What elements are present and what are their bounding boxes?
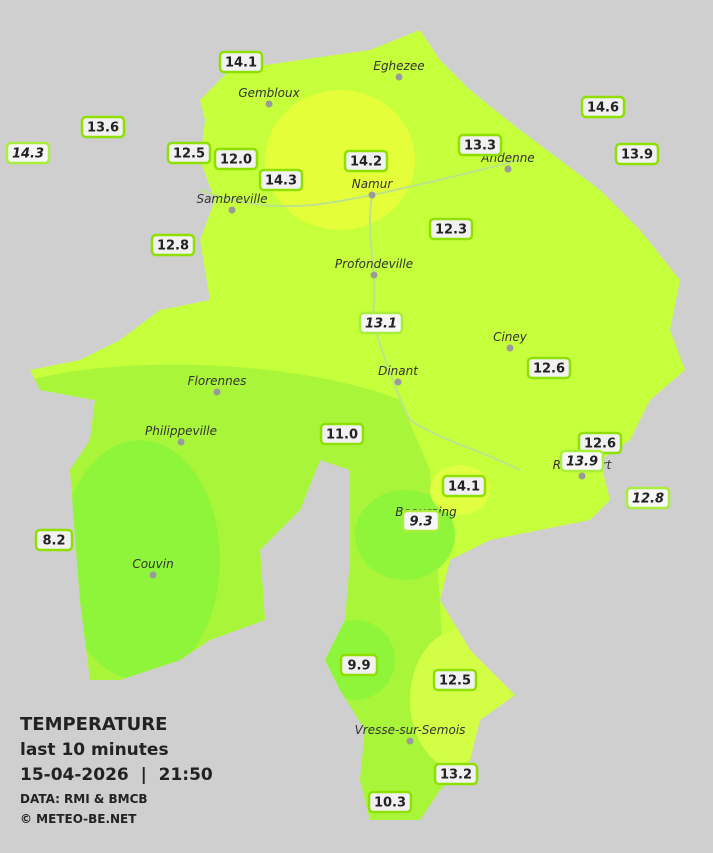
station-value: 12.0 [220, 153, 252, 168]
city-label: Dinant [378, 364, 419, 378]
station-value: 8.2 [42, 534, 65, 549]
city-label: Florennes [188, 374, 247, 388]
station-value: 12.5 [439, 674, 471, 689]
city-dot [368, 191, 376, 199]
city-label: Eghezee [373, 59, 424, 73]
station-box [526, 356, 572, 380]
station-box [580, 95, 626, 119]
station-box [367, 790, 413, 814]
station-box [213, 147, 259, 171]
city-dot [395, 73, 403, 81]
station-box [319, 422, 365, 446]
station-box [339, 653, 379, 677]
city-dot [370, 271, 378, 279]
station-box [166, 141, 212, 165]
station-value: 11.0 [326, 428, 358, 443]
station-box [258, 168, 304, 192]
city-label: Gembloux [238, 86, 300, 100]
station-box [457, 133, 503, 157]
legend-credit: © METEO-BE.NET [20, 812, 137, 826]
legend: TEMPERATURE last 10 minutes 15-04-2026 |… [20, 714, 213, 826]
city-label: Ciney [493, 330, 528, 344]
station-value: 13.1 [365, 317, 397, 332]
legend-subtitle: last 10 minutes [20, 740, 169, 760]
station-box [428, 217, 474, 241]
station-value: 12.6 [533, 362, 565, 377]
city-dot [177, 438, 185, 446]
station-value: 14.3 [265, 174, 297, 189]
city-dot [506, 344, 514, 352]
station-box [5, 141, 51, 165]
city-dot [149, 571, 157, 579]
station-value: 12.8 [157, 239, 189, 254]
station-value: 13.6 [87, 121, 119, 136]
station-box [358, 311, 404, 335]
station-value: 12.8 [632, 492, 664, 507]
legend-source: DATA: RMI & BMCB [20, 792, 148, 806]
station-value: 13.9 [566, 455, 598, 470]
city-label: Couvin [132, 557, 173, 571]
station-box [343, 149, 389, 173]
city-dot [406, 737, 414, 745]
station-box [150, 233, 196, 257]
station-box [433, 762, 479, 786]
station-value: 10.3 [374, 796, 406, 811]
station-value: 14.2 [350, 155, 382, 170]
city-dot [578, 472, 586, 480]
station-value: 13.3 [464, 139, 496, 154]
station-box [559, 449, 605, 473]
station-box [625, 486, 671, 510]
station-box [401, 509, 441, 533]
station-value: 12.5 [173, 147, 205, 162]
city-label: Philippeville [145, 424, 217, 438]
station-box [441, 474, 487, 498]
station-box [80, 115, 126, 139]
station-value: 14.6 [587, 101, 619, 116]
station-box [614, 142, 660, 166]
city-label: Sambreville [196, 192, 267, 206]
legend-timestamp: 15-04-2026 | 21:50 [20, 765, 213, 785]
city-dot [213, 388, 221, 396]
station-value: 14.1 [225, 56, 257, 71]
station-value: 9.3 [409, 515, 432, 530]
city-label: Namur [352, 177, 394, 191]
station-value: 13.2 [440, 768, 472, 783]
station-value: 14.1 [448, 480, 480, 495]
city-label: Profondeville [335, 257, 413, 271]
station-value: 12.6 [584, 437, 616, 452]
stations: 14.1 13.6 14.3 12.5 12.0 14.3 14.2 13.3 14.6 13.9… [5, 50, 671, 814]
city-label: Vresse-sur-Semois [355, 723, 466, 737]
city-dot [394, 378, 402, 386]
station-box [218, 50, 264, 74]
station-box [432, 668, 478, 692]
station-value: 14.3 [12, 147, 44, 162]
city-dot [504, 165, 512, 173]
city-dot [228, 206, 236, 214]
station-value: 9.9 [347, 659, 370, 674]
legend-title: TEMPERATURE [20, 714, 167, 735]
city-dot [265, 100, 273, 108]
station-value: 13.9 [621, 148, 653, 163]
station-value: 12.3 [435, 223, 467, 238]
station-box [34, 528, 74, 552]
